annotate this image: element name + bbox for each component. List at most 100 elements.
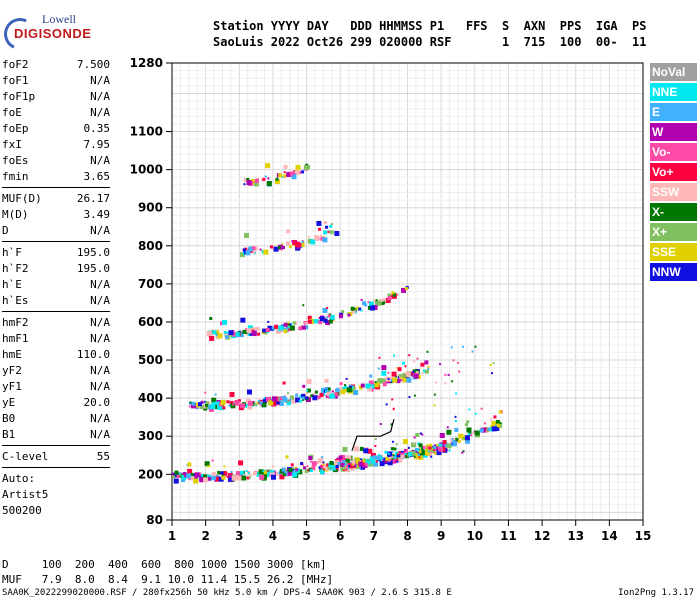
echo-point [279, 397, 283, 401]
echo-point [408, 395, 411, 398]
echo-point [385, 297, 391, 303]
echo-point [191, 401, 196, 406]
echo-point [181, 475, 187, 481]
echo-point [246, 177, 250, 181]
echo-point [415, 451, 421, 457]
echo-point [346, 312, 349, 315]
echo-point [387, 452, 390, 455]
echo-point [340, 462, 345, 467]
echo-point [417, 448, 420, 451]
param-value: N/A [90, 380, 110, 393]
echo-point [266, 181, 272, 187]
echo-point [404, 453, 407, 456]
software-version: Ion2Png 1.3.17 [618, 588, 694, 598]
echo-point [228, 330, 234, 336]
echo-point [490, 372, 493, 375]
param-name: yF2 [2, 364, 22, 377]
echo-point [174, 470, 179, 475]
param-row: hmF1 N/A [2, 331, 110, 347]
echo-point [344, 385, 348, 389]
echo-point [267, 471, 271, 475]
echo-point [413, 455, 416, 458]
echo-point [375, 299, 378, 302]
legend-item: NNW [650, 263, 697, 281]
echo-point [427, 365, 430, 368]
echo-point [347, 313, 351, 317]
param-name: foEs [2, 154, 29, 167]
echo-point [372, 455, 377, 460]
echo-point [243, 183, 246, 186]
echo-point [221, 475, 226, 480]
echo-point [353, 390, 359, 396]
param-name: foF1 [2, 74, 29, 87]
echo-point [329, 394, 334, 399]
echo-point [294, 169, 300, 175]
x-tick-label: 7 [370, 529, 378, 543]
echo-point [289, 325, 295, 331]
echo-point [436, 450, 442, 456]
echo-point [345, 458, 350, 463]
x-tick-label: 14 [601, 529, 618, 543]
echo-point [495, 426, 500, 431]
echo-point [288, 468, 293, 473]
echo-point [323, 221, 327, 225]
echo-point [309, 469, 313, 473]
echo-point [307, 469, 310, 472]
echo-point [277, 398, 281, 402]
echo-point [431, 446, 434, 449]
echo-point [466, 427, 472, 433]
echo-point [304, 325, 309, 330]
polarization-legend: NoVal NNE E W Vo- Vo+ SSW X- X+ SSE NNW [650, 63, 697, 283]
echo-point [222, 319, 228, 325]
echo-point [407, 446, 410, 449]
echo-point [458, 370, 461, 373]
echo-point [329, 460, 334, 465]
param-name: foF2 [2, 58, 29, 71]
echo-point [200, 400, 204, 404]
echo-point [377, 367, 380, 370]
echo-point [359, 446, 364, 451]
echo-point [329, 315, 335, 321]
x-tick-label: 5 [302, 529, 310, 543]
echo-point [261, 250, 265, 254]
echo-point [384, 450, 388, 454]
station-header: Station YYYY DAY DDD HHMMSS P1 FFS S AXN… [213, 18, 646, 50]
echo-point [365, 458, 368, 461]
echo-point [245, 250, 251, 256]
echo-point [271, 396, 277, 402]
echo-point [422, 369, 426, 373]
echo-point [334, 230, 340, 236]
echo-point [215, 334, 218, 337]
echo-point [404, 287, 408, 291]
param-value: 195.0 [76, 246, 110, 259]
echo-point [254, 179, 259, 184]
echo-point [266, 474, 270, 478]
echo-point [468, 431, 472, 435]
param-value: 7.95 [83, 138, 111, 151]
echo-point [247, 400, 253, 406]
echo-point [416, 357, 419, 360]
echo-point [223, 330, 227, 334]
legend-item: SSW [650, 183, 697, 201]
echo-point [381, 370, 387, 376]
y-tick-label: 700 [138, 277, 163, 291]
param-value: 110.0 [76, 348, 110, 361]
echo-point [188, 405, 191, 408]
echo-point [470, 434, 473, 437]
echo-point [240, 317, 246, 323]
param-value: N/A [90, 74, 110, 87]
echo-point [229, 392, 235, 398]
echo-point [298, 326, 303, 331]
echo-point [267, 320, 270, 323]
param-value: N/A [90, 278, 110, 291]
echo-point [193, 476, 198, 481]
echo-point [287, 399, 291, 403]
echo-point [390, 423, 393, 426]
echo-point [362, 301, 367, 306]
echo-point [351, 460, 356, 465]
echo-point [191, 473, 194, 476]
echo-point [307, 315, 312, 320]
echo-point [380, 298, 384, 302]
echo-point [413, 360, 416, 363]
param-row: h`E N/A [2, 277, 110, 293]
